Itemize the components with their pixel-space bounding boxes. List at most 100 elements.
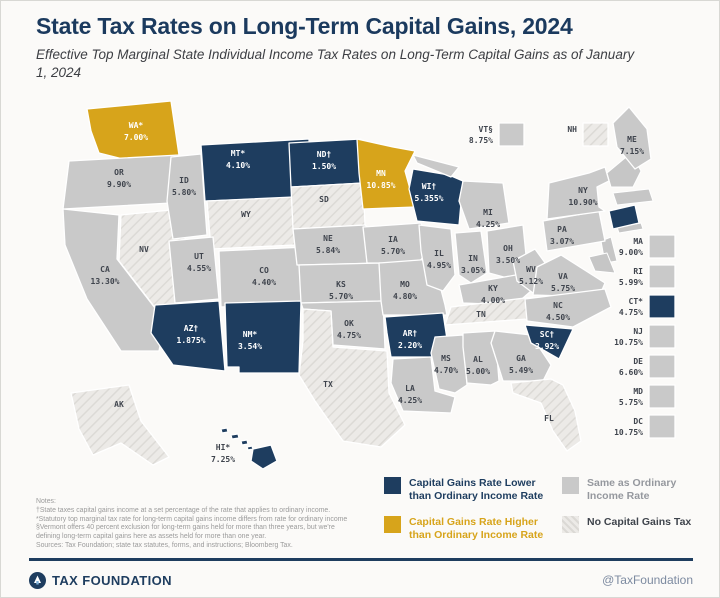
page-subtitle: Effective Top Marginal State Individual … <box>36 47 635 80</box>
md-state-rate: 5.75% <box>619 398 643 407</box>
wv-state-label: WV <box>526 265 536 274</box>
pa-state-label: PA <box>557 225 567 234</box>
ak-state-shape <box>70 384 170 466</box>
wa-state-label: WA* <box>129 121 144 130</box>
legend-item-none: No Capital Gains Tax <box>562 516 704 534</box>
ct-state-shape <box>608 204 640 230</box>
nd-state-rate: 1.50% <box>312 162 336 171</box>
ri-state-label: RI <box>633 267 643 276</box>
fl-state-shape <box>510 378 582 452</box>
ut-state-shape <box>168 236 220 304</box>
ar-state-label: AR† <box>403 329 418 338</box>
sc-state-label: SC† <box>540 330 555 339</box>
sc-state-rate: 3.92% <box>535 342 559 351</box>
ky-state-label: KY <box>488 284 498 293</box>
ga-state-rate: 5.49% <box>509 366 533 375</box>
hi-state-shape <box>220 427 229 434</box>
va-state-rate: 5.75% <box>551 284 575 293</box>
legend-swatch-none <box>562 516 579 534</box>
ca-state-shape <box>62 208 166 352</box>
sc-state-shape <box>524 324 574 360</box>
in-state-label: IN <box>468 254 478 263</box>
az-state-shape <box>150 300 226 372</box>
legend-item-same: Same as Ordinary Income Rate <box>562 477 704 503</box>
hi-state-rate: 7.25% <box>211 455 235 464</box>
mn-state-rate: 10.85% <box>367 181 396 190</box>
hi-state-shape <box>246 445 254 451</box>
hi-state-shape <box>230 433 240 440</box>
notes-line sources-line: Sources: Tax Foundation; state tax statu… <box>36 542 293 550</box>
coast-sliver <box>588 252 616 274</box>
ri-state-shape <box>648 264 676 289</box>
notes-line: *Statutory top marginal tax rate for lon… <box>36 515 348 523</box>
notes-block: Notes: †State taxes capital gains income… <box>36 498 376 551</box>
mo-state-label: MO <box>400 280 410 289</box>
sd-state-shape <box>290 182 366 230</box>
mi-state-shape <box>412 154 460 178</box>
ok-state-label: OK <box>344 319 354 328</box>
header: State Tax Rates on Long-Term Capital Gai… <box>36 13 696 81</box>
la-state-shape <box>390 356 456 414</box>
ne-state-rate: 5.84% <box>316 246 340 255</box>
il-state-label: IL <box>434 249 444 258</box>
oh-state-label: OH <box>503 244 513 253</box>
mt-state-rate: 4.10% <box>226 161 250 170</box>
mi-state-label: MI <box>483 208 493 217</box>
legend-label-none: No Capital Gains Tax <box>587 516 692 529</box>
map-legend: Capital Gains Rate Lower than Ordinary I… <box>384 477 704 556</box>
id-state-shape <box>166 153 208 240</box>
ma-state-shape <box>648 234 676 259</box>
notes-line: †State taxes capital gains income at a s… <box>36 506 331 514</box>
wa-state-shape <box>86 100 180 162</box>
ut-state-rate: 4.55% <box>187 264 211 273</box>
ma-state-rate: 9.00% <box>619 248 643 257</box>
sd-state-label: SD <box>319 195 329 204</box>
twitter-handle[interactable]: @TaxFoundation <box>602 573 693 587</box>
nj-state-rate: 10.75% <box>614 338 643 347</box>
legend-column-2: Same as Ordinary Income Rate No Capital … <box>562 477 704 546</box>
ga-state-label: GA <box>516 354 526 363</box>
ut-state-label: UT <box>194 252 204 261</box>
me-state-rate: 7.15% <box>620 147 644 156</box>
ak-state-label: AK <box>114 400 124 409</box>
oh-state-rate: 3.50% <box>496 256 520 265</box>
mi-state-rate: 4.25% <box>476 220 500 229</box>
notes-line: Notes: <box>36 498 56 505</box>
ca-state-rate: 13.30% <box>91 277 120 286</box>
de-state-shape <box>648 354 676 379</box>
hi-state-shape <box>240 439 249 446</box>
la-state-rate: 4.25% <box>398 396 422 405</box>
ct-state-rate: 4.75% <box>619 308 643 317</box>
legend-label-higher: Capital Gains Rate Higher than Ordinary … <box>409 516 544 542</box>
notes-line: §Vermont offers 40 percent exclusion for… <box>36 524 335 532</box>
ks-state-rate: 5.70% <box>329 292 353 301</box>
legend-item-higher: Capital Gains Rate Higher than Ordinary … <box>384 516 704 542</box>
al-state-rate: 5.00% <box>466 367 490 376</box>
ia-state-rate: 5.70% <box>381 247 405 256</box>
in-state-shape <box>454 230 488 284</box>
ny-state-rate: 10.90% <box>569 198 598 207</box>
footer-divider <box>29 558 693 561</box>
mt-state-label: MT* <box>231 149 246 158</box>
wy-state-label: WY <box>241 210 251 219</box>
wa-state-rate: 7.00% <box>124 133 148 142</box>
de-state-label: DE <box>633 357 643 366</box>
footer: TAX FOUNDATION @TaxFoundation <box>29 567 693 593</box>
ny-state-shape <box>546 166 610 220</box>
ia-state-label: IA <box>388 235 398 244</box>
legend-swatch-lower <box>384 477 401 494</box>
mo-state-rate: 4.80% <box>393 292 417 301</box>
wy-state-shape <box>206 196 296 250</box>
coast-sliver <box>612 188 654 206</box>
md-state-label: MD <box>633 387 643 396</box>
ri-state-rate: 5.99% <box>619 278 643 287</box>
pa-state-rate: 3.07% <box>550 237 574 246</box>
ar-state-rate: 2.20% <box>398 341 422 350</box>
vt-state-shape <box>498 122 525 147</box>
fl-state-label: FL <box>544 414 554 423</box>
de-state-rate: 6.60% <box>619 368 643 377</box>
la-state-label: LA <box>405 384 415 393</box>
nh-state-shape <box>582 122 609 147</box>
ks-state-label: KS <box>336 280 346 289</box>
tx-state-shape <box>298 308 406 448</box>
